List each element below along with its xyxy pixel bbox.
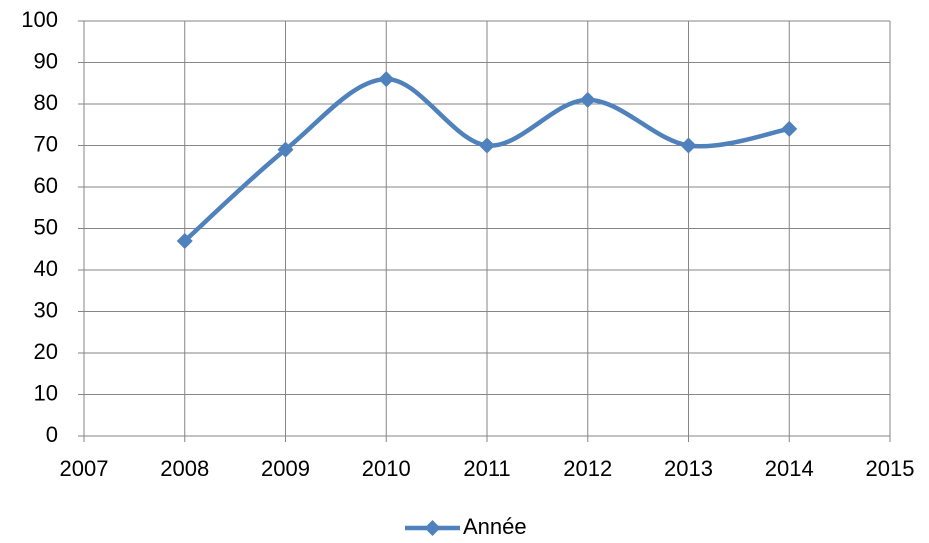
y-tick-label: 0 xyxy=(46,422,58,447)
x-tick-label: 2013 xyxy=(664,456,713,481)
legend-label: Année xyxy=(463,514,527,539)
y-tick-label: 50 xyxy=(34,214,58,239)
x-tick-label: 2011 xyxy=(463,456,510,481)
data-point xyxy=(579,91,596,108)
x-tick-label: 2015 xyxy=(866,456,915,481)
x-tick-label: 2012 xyxy=(563,456,612,481)
legend-marker xyxy=(424,520,441,536)
y-tick-label: 20 xyxy=(34,339,58,364)
data-point xyxy=(277,141,294,158)
y-tick-label: 10 xyxy=(34,380,58,405)
y-tick-label: 80 xyxy=(34,90,58,115)
y-tick-label: 40 xyxy=(34,256,58,281)
data-point xyxy=(781,120,798,137)
x-tick-label: 2007 xyxy=(60,456,109,481)
x-tick-label: 2014 xyxy=(765,456,814,481)
y-tick-label: 30 xyxy=(34,297,58,322)
data-point xyxy=(176,232,193,249)
x-tick-label: 2008 xyxy=(160,456,209,481)
x-tick-label: 2009 xyxy=(261,456,310,481)
data-point xyxy=(378,71,395,88)
y-tick-label: 60 xyxy=(34,173,58,198)
x-tick-label: 2010 xyxy=(362,456,411,481)
y-tick-label: 100 xyxy=(21,7,58,32)
y-tick-label: 90 xyxy=(34,48,58,73)
data-point xyxy=(680,137,697,154)
y-tick-label: 70 xyxy=(34,131,58,156)
data-point xyxy=(479,137,495,154)
